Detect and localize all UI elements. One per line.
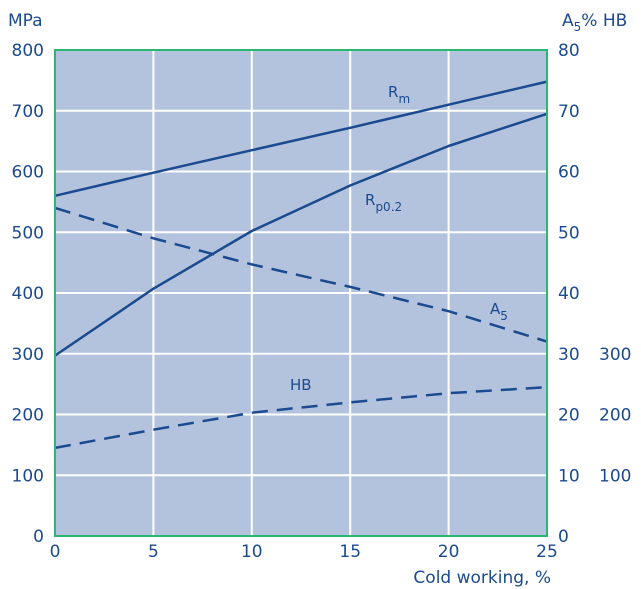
y-axis-right-title-sub: 5 bbox=[574, 20, 582, 34]
y-right-hb-tick-label: 300 bbox=[599, 345, 631, 365]
y-right-hb-tick-label: 100 bbox=[599, 466, 631, 486]
y-right-hb-tick-label: 200 bbox=[599, 406, 631, 426]
x-tick-label: 0 bbox=[50, 542, 61, 562]
series-label-subscript: m bbox=[398, 92, 410, 106]
x-tick-label: 5 bbox=[148, 542, 159, 562]
y-right-a5-tick-label: 60 bbox=[558, 163, 580, 183]
series-label-main: R bbox=[388, 83, 398, 101]
y-right-a5-tick-label: 70 bbox=[558, 102, 580, 122]
series-label-hb: HB bbox=[290, 376, 312, 394]
y-right-a5-tick-label: 20 bbox=[558, 406, 580, 426]
y-axis-right-title-main: A bbox=[562, 11, 574, 31]
series-line-a5 bbox=[54, 206, 548, 343]
x-tick-label: 10 bbox=[241, 542, 263, 562]
y-left-tick-label: 700 bbox=[12, 102, 44, 122]
y-right-a5-tick-label: 50 bbox=[558, 223, 580, 243]
series-label-subscript: 5 bbox=[500, 309, 508, 323]
series-line-hb bbox=[54, 385, 548, 450]
y-left-tick-label: 300 bbox=[12, 345, 44, 365]
y-axis-left-title: MPa bbox=[8, 11, 43, 31]
y-left-tick-label: 0 bbox=[33, 527, 44, 547]
y-left-tick-label: 500 bbox=[12, 223, 44, 243]
y-right-a5-tick-label: 30 bbox=[558, 345, 580, 365]
y-left-tick-label: 200 bbox=[12, 406, 44, 426]
y-right-a5-tick-label: 0 bbox=[558, 527, 569, 547]
series-lines bbox=[54, 80, 548, 450]
tick-labels: 0 5 10 15 20 25010020030040050060070080001020… bbox=[12, 41, 632, 562]
plot-frame bbox=[54, 49, 548, 537]
y-right-a5-tick-label: 40 bbox=[558, 284, 580, 304]
y-axis-right-title-rest: % HB bbox=[581, 11, 627, 31]
x-tick-label: 20 bbox=[438, 542, 460, 562]
y-right-a5-tick-label: 80 bbox=[558, 41, 580, 61]
series-label-a5: A5 bbox=[490, 300, 508, 323]
y-left-tick-label: 600 bbox=[12, 163, 44, 183]
series-label-subscript: p0.2 bbox=[375, 200, 402, 214]
series-line-rp02 bbox=[54, 112, 548, 357]
y-left-tick-label: 100 bbox=[12, 466, 44, 486]
series-label-main: A bbox=[490, 300, 501, 318]
series-label-main: HB bbox=[290, 376, 312, 394]
series-label-rp02: Rp0.2 bbox=[365, 191, 402, 214]
series-label-rm: Rm bbox=[388, 83, 410, 106]
series-line-rm bbox=[54, 80, 548, 198]
y-left-tick-label: 800 bbox=[12, 41, 44, 61]
x-tick-label: 15 bbox=[339, 542, 361, 562]
y-right-a5-tick-label: 10 bbox=[558, 466, 580, 486]
y-axis-right-title: A5% HB bbox=[562, 11, 627, 34]
series-label-main: R bbox=[365, 191, 375, 209]
y-left-tick-label: 400 bbox=[12, 284, 44, 304]
x-axis-title: Cold working, % bbox=[413, 568, 551, 588]
x-tick-label: 25 bbox=[536, 542, 558, 562]
